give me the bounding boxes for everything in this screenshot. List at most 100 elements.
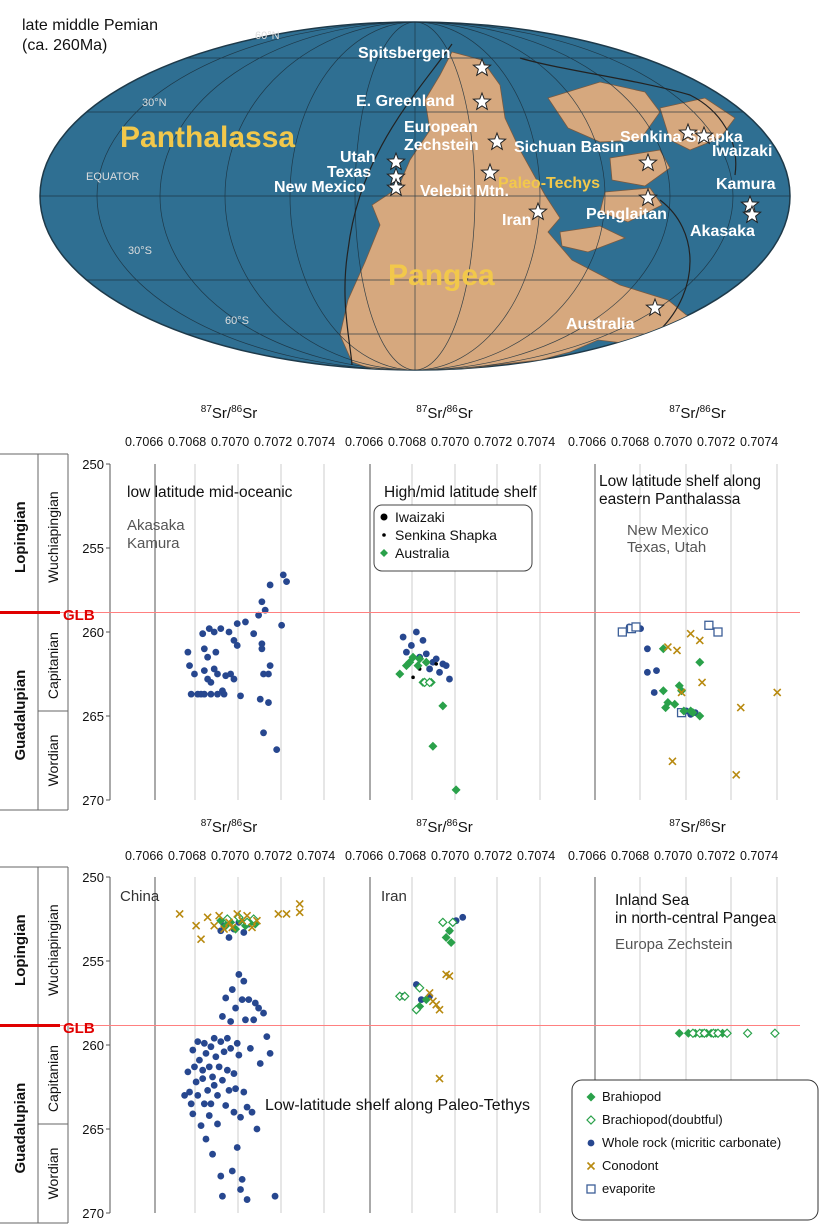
x-tick-label-0: 0.7066 (345, 849, 383, 863)
x-tick-label-0: 0.7066 (568, 849, 606, 863)
data-point-circle-32 (217, 1172, 225, 1180)
data-point-x-13 (252, 916, 262, 925)
legend-markers (586, 1092, 596, 1194)
data-point-circle-1 (184, 1068, 192, 1076)
series-conodont (425, 970, 454, 1083)
data-point-circle-12 (205, 625, 213, 633)
data-point-circle-25 (227, 670, 235, 678)
data-point-circle-53 (238, 996, 246, 1004)
y-tick-label-265: 265 (82, 709, 104, 724)
data-point-circle-69 (263, 1033, 271, 1040)
lat-60n-label: 60°N (255, 30, 280, 42)
panel-subtitle-new-mexico: New Mexico (627, 522, 709, 539)
data-point-x-0 (175, 909, 184, 919)
data-point-x-6 (435, 1074, 444, 1083)
data-point-x-2 (196, 935, 206, 944)
stage-label-capitanian: Capitanian (45, 632, 61, 699)
data-point-circle-44 (266, 581, 274, 589)
locality-star-icon-european (487, 131, 507, 151)
data-point-circle-3 (643, 668, 651, 676)
x-tick-label-0: 0.7066 (568, 435, 606, 449)
data-point-diamond-11 (695, 711, 705, 721)
stage-label-wordian: Wordian (45, 735, 61, 787)
x-tick-label-4: 0.7074 (517, 435, 555, 449)
data-point-x-6 (697, 678, 707, 687)
data-point-circle-4 (189, 1046, 197, 1054)
pangea-label: Pangea (388, 259, 495, 292)
data-point-circle-15 (210, 628, 218, 636)
stage-label-capitanian: Capitanian (45, 1045, 61, 1112)
y-tick-label-270: 270 (82, 1206, 104, 1221)
data-point-circle-10 (196, 1056, 203, 1064)
locality-label-australia: Australia (566, 316, 635, 333)
data-point-circle-17 (202, 1135, 210, 1143)
data-point-circle-30 (237, 692, 244, 700)
locality-star-icon-akasaka (742, 204, 762, 224)
data-point-circle-73 (225, 934, 233, 941)
data-point-diamond-3 (408, 652, 418, 662)
series-brachiopod-doubtful- (688, 1028, 780, 1039)
panel-subtitle-texas-utah: Texas, Utah (627, 539, 706, 556)
paleo-tethys-label: Paleo-Techys (498, 175, 600, 192)
data-point-circle-22 (207, 1100, 215, 1108)
data-point-circle-26 (230, 637, 238, 644)
data-point-circle-51 (235, 1051, 243, 1059)
data-point-circle-42 (265, 699, 272, 706)
inset-legend-senkina-shapka: Senkina Shapka (395, 527, 497, 543)
panel-title-china: China (120, 888, 160, 905)
chart-panel-row1-col3: 87Sr/86Sr 0.7066 0.7068 0.7070 0.7072 0.7074 (568, 404, 782, 800)
lat-30n-label: 30°N (142, 97, 167, 109)
subduction-zone-pangea (344, 43, 453, 366)
panthalassa-label: Panthalassa (120, 121, 295, 154)
locality-star-icon-sichuan-basin (638, 152, 658, 172)
x-tick-label-1: 0.7068 (611, 849, 649, 863)
data-point-x-8 (736, 703, 745, 712)
data-point-circle-20 (205, 1112, 213, 1119)
data-point-square-4 (704, 620, 714, 630)
data-point-circle-66 (255, 1004, 262, 1012)
data-point-circle-25 (210, 1034, 218, 1042)
x-axis-title: 87Sr/86Sr (201, 818, 257, 836)
data-point-circle-43 (266, 662, 274, 669)
series-conodont (175, 899, 304, 944)
data-point-circle-12 (442, 662, 450, 669)
chart-panel-row1-col1: 87Sr/86Sr 0.7066 0.7068 0.7070 0.7072 0.7074 (125, 404, 335, 800)
data-point-x-1 (192, 921, 201, 930)
data-point-circle-33 (219, 1076, 226, 1084)
data-point-diamond-open-4 (713, 1028, 723, 1039)
stage-label-wuchiapingian: Wuchiapingian (45, 904, 61, 996)
x-tick-label-0: 0.7066 (125, 435, 163, 449)
x-tick-label-2: 0.7070 (654, 849, 692, 863)
data-point-circle-47 (232, 1085, 239, 1093)
data-point-diamond-0 (674, 1028, 684, 1038)
series-brachiopod-doubtful- (394, 917, 458, 1015)
data-point-circle-67 (256, 1060, 264, 1067)
data-point-diamond-0 (395, 669, 405, 679)
map-localities: Spitsbergen E. Greenland EuropeanZechstein… (274, 45, 776, 333)
data-point-diamond-open-2 (411, 1004, 422, 1015)
data-point-circle-18 (204, 1086, 212, 1094)
data-point-circle-61 (246, 1044, 254, 1052)
data-point-circle-2 (186, 1088, 193, 1096)
data-point-circle-39 (223, 1034, 231, 1042)
east-asia-block (659, 97, 736, 151)
data-point-circle-76 (240, 929, 248, 936)
locality-label-penglaitan: Penglaitan (586, 206, 667, 223)
panel-title-eastern-panthalassa-2: eastern Panthalassa (599, 491, 741, 508)
series-brachiopod (658, 644, 705, 721)
data-point-x-4 (210, 921, 219, 930)
x-tick-label-1: 0.7068 (168, 435, 206, 449)
data-point-circle-31 (217, 1038, 225, 1046)
locality-star-icon-iwaizaki (694, 125, 714, 145)
data-point-diamond-5 (415, 654, 425, 664)
data-point-circle-6 (199, 630, 207, 638)
locality-star-icon-kamura (740, 194, 760, 214)
glb-markers: GLB GLB (0, 607, 800, 1037)
data-point-circle-24 (225, 628, 233, 636)
locality-label-velebit-mtn: Velebit Mtn. (420, 183, 509, 200)
data-point-square-5 (713, 627, 723, 637)
locality-label-iwaizaki: Iwaizaki (712, 143, 772, 160)
data-point-circle-14 (200, 1039, 208, 1047)
